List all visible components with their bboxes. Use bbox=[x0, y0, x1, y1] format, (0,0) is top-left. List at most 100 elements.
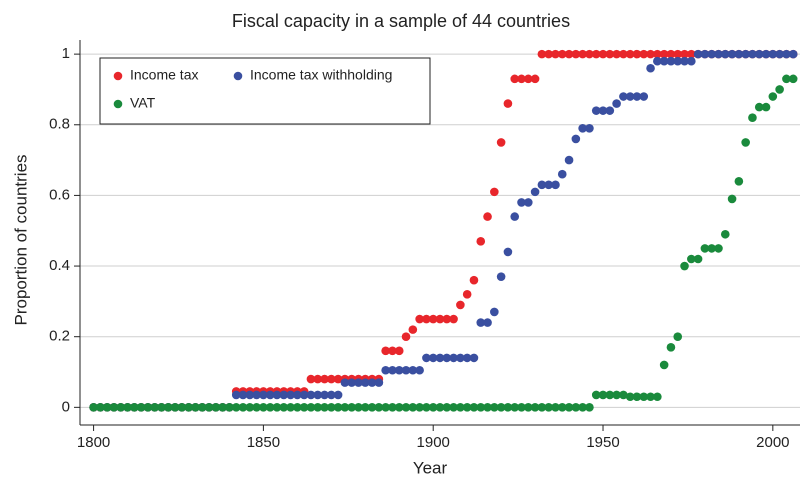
point bbox=[177, 403, 187, 412]
point bbox=[469, 403, 479, 412]
point bbox=[612, 99, 621, 108]
point bbox=[503, 403, 513, 412]
point bbox=[659, 49, 669, 59]
x-tick-label: 2000 bbox=[756, 434, 789, 451]
point bbox=[286, 390, 295, 400]
point bbox=[456, 403, 465, 412]
point bbox=[585, 124, 594, 133]
legend-marker bbox=[233, 71, 243, 81]
point bbox=[408, 365, 418, 375]
point bbox=[748, 113, 757, 123]
point bbox=[530, 187, 540, 197]
y-tick-label: 0.2 bbox=[49, 328, 70, 345]
point bbox=[360, 378, 370, 387]
point bbox=[354, 378, 363, 387]
x-tick-label: 1900 bbox=[417, 434, 450, 451]
point bbox=[510, 403, 520, 412]
point bbox=[571, 49, 581, 59]
point bbox=[462, 290, 472, 299]
point bbox=[639, 49, 649, 59]
point bbox=[130, 403, 139, 412]
point bbox=[252, 403, 261, 412]
point bbox=[653, 56, 662, 66]
point bbox=[625, 49, 635, 59]
point bbox=[598, 49, 608, 59]
legend-marker bbox=[113, 71, 123, 81]
point bbox=[401, 365, 411, 375]
point bbox=[788, 49, 798, 59]
point bbox=[605, 106, 615, 115]
point bbox=[333, 374, 343, 384]
point bbox=[551, 403, 560, 412]
point bbox=[367, 378, 377, 387]
point bbox=[408, 325, 418, 334]
point bbox=[591, 390, 601, 400]
point bbox=[537, 49, 547, 59]
legend-label: Income tax bbox=[130, 67, 198, 83]
point bbox=[632, 392, 642, 402]
point bbox=[619, 49, 628, 59]
point bbox=[517, 74, 526, 84]
point bbox=[286, 403, 295, 412]
point bbox=[197, 403, 207, 412]
point bbox=[442, 314, 452, 324]
point bbox=[666, 342, 676, 352]
point bbox=[401, 332, 411, 341]
point bbox=[381, 403, 390, 412]
point bbox=[537, 403, 547, 412]
point bbox=[693, 254, 703, 264]
point bbox=[231, 390, 241, 400]
point bbox=[374, 378, 384, 387]
point bbox=[537, 180, 547, 190]
point bbox=[483, 212, 492, 221]
point bbox=[632, 92, 642, 101]
point bbox=[544, 403, 553, 412]
point bbox=[442, 403, 452, 412]
point bbox=[687, 254, 696, 264]
point bbox=[313, 403, 323, 412]
point bbox=[775, 85, 784, 94]
point bbox=[347, 378, 356, 387]
point bbox=[102, 403, 112, 412]
point bbox=[360, 403, 370, 412]
point bbox=[578, 49, 587, 59]
point bbox=[605, 49, 615, 59]
point bbox=[524, 403, 533, 412]
point bbox=[639, 92, 649, 101]
point bbox=[279, 390, 289, 400]
point bbox=[272, 390, 282, 400]
point bbox=[666, 56, 676, 66]
point bbox=[646, 392, 655, 402]
point bbox=[734, 176, 744, 186]
point bbox=[238, 390, 248, 400]
point bbox=[265, 390, 275, 400]
point bbox=[612, 49, 621, 59]
point bbox=[754, 49, 764, 59]
y-tick-label: 0.4 bbox=[49, 257, 70, 274]
point bbox=[306, 374, 316, 384]
point bbox=[150, 403, 160, 412]
point bbox=[748, 49, 757, 59]
point bbox=[598, 106, 608, 115]
point bbox=[415, 365, 424, 375]
point bbox=[557, 169, 567, 179]
point bbox=[517, 403, 526, 412]
point bbox=[388, 403, 397, 412]
point bbox=[591, 106, 601, 115]
point bbox=[279, 403, 289, 412]
point bbox=[313, 390, 323, 400]
legend-label: VAT bbox=[130, 95, 156, 111]
point bbox=[680, 49, 689, 59]
point bbox=[639, 392, 649, 402]
x-axis-label: Year bbox=[413, 458, 448, 477]
point bbox=[320, 403, 329, 412]
point bbox=[659, 360, 669, 370]
point bbox=[116, 403, 126, 412]
series bbox=[89, 74, 798, 412]
point bbox=[659, 56, 669, 66]
y-tick-label: 0 bbox=[62, 398, 70, 415]
point bbox=[394, 403, 404, 412]
x-tick-label: 1950 bbox=[586, 434, 619, 451]
point bbox=[761, 49, 771, 59]
